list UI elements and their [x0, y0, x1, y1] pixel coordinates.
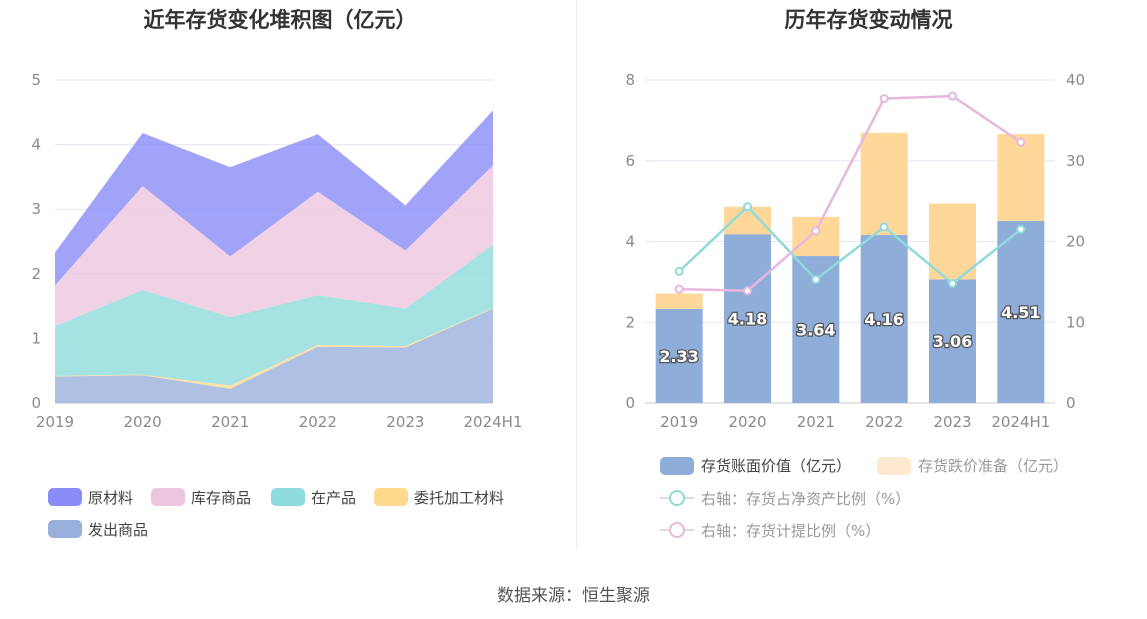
bar-data-label: 3.64	[796, 321, 835, 340]
bar-data-label: 4.16	[864, 310, 903, 329]
bar-line-chart: 0 2 4 6 8 0 10 20 30 40 2019 2020 2021 2022 2023 2024H1…	[625, 71, 1085, 540]
legend-marker	[669, 490, 685, 506]
bar-book-value	[860, 235, 908, 403]
legend-swatch	[48, 488, 82, 506]
x-tick-label: 2020	[728, 413, 766, 431]
legend-label: 委托加工材料	[414, 489, 504, 507]
line-point	[879, 94, 889, 104]
legend-label: 库存商品	[191, 489, 251, 507]
legend-label: 存货账面价值（亿元）	[701, 457, 851, 475]
y-tick-label: 0	[31, 394, 41, 412]
chart-divider	[576, 0, 577, 550]
area-series-库存商品	[55, 165, 493, 327]
y-tick-label: 2	[625, 313, 635, 331]
legend-label: 在产品	[311, 489, 356, 507]
legend-marker	[669, 522, 685, 538]
legend-swatch	[660, 457, 694, 475]
area-series-发出商品	[55, 308, 493, 403]
bar-book-value	[724, 234, 771, 403]
x-tick-label: 2021	[797, 413, 835, 431]
line-point	[1016, 137, 1026, 147]
y2-tick-label: 30	[1066, 152, 1085, 170]
x-tick-label: 2023	[933, 413, 971, 431]
x-tick-label: 2022	[299, 413, 337, 431]
line-point	[879, 222, 889, 232]
left-chart-title: 近年存货变化堆积图（亿元）	[143, 8, 417, 32]
x-tick-label: 2022	[865, 413, 903, 431]
y2-tick-label: 0	[1066, 394, 1076, 412]
bar-impairment	[860, 132, 908, 236]
legend-swatch	[877, 457, 911, 475]
legend-swatch	[374, 488, 408, 506]
line-point	[1016, 224, 1026, 234]
bar-impairment	[792, 216, 840, 257]
x-tick-label: 2024H1	[991, 413, 1050, 431]
legend-label: 右轴：存货计提比例（%）	[701, 522, 880, 540]
line-point	[811, 226, 821, 236]
bar-impairment	[929, 203, 976, 280]
line-point	[743, 286, 752, 296]
line-point	[948, 91, 957, 101]
line-point	[948, 278, 957, 288]
legend-label: 存货跌价准备（亿元）	[918, 457, 1068, 475]
line-point	[674, 266, 684, 276]
bar-book-value	[997, 220, 1045, 403]
y-tick-label: 4	[31, 136, 41, 154]
legend-label: 右轴：存货占净资产比例（%）	[701, 490, 910, 508]
y-tick-label: 5	[31, 71, 41, 89]
bar-book-value	[929, 279, 976, 403]
x-tick-label: 2019	[660, 413, 698, 431]
area-chart: 0 1 2 3 4 5 2019 2020 2021 2022 2023 2024H1 原材料 库存商品 在…	[31, 71, 522, 539]
line-series	[678, 205, 1022, 286]
y-tick-label: 0	[625, 394, 635, 412]
line-point	[674, 284, 684, 294]
bar-data-label: 2.33	[659, 347, 698, 366]
bar-book-value	[655, 308, 703, 403]
area-series-在产品	[55, 244, 493, 386]
x-tick-label: 2020	[124, 413, 162, 431]
y-tick-label: 1	[31, 329, 41, 347]
y-tick-label: 8	[625, 71, 635, 89]
x-tick-label: 2023	[386, 413, 424, 431]
legend-swatch	[151, 488, 185, 506]
y-tick-label: 2	[31, 265, 41, 283]
line-series	[679, 94, 1022, 293]
x-tick-label: 2021	[211, 413, 249, 431]
x-tick-label: 2024H1	[464, 413, 523, 431]
legend-label: 发出商品	[88, 521, 148, 539]
line-point	[743, 202, 752, 212]
data-source-note: 数据来源：恒生聚源	[497, 586, 650, 606]
y2-tick-label: 20	[1066, 233, 1085, 251]
y-tick-label: 4	[625, 233, 635, 251]
bar-impairment	[655, 293, 703, 309]
y-tick-label: 3	[31, 200, 41, 218]
x-tick-label: 2019	[36, 413, 74, 431]
bar-data-label: 4.18	[728, 310, 767, 329]
legend-label: 原材料	[88, 489, 133, 507]
right-chart-title: 历年存货变动情况	[784, 8, 953, 32]
legend-swatch	[271, 488, 305, 506]
bar-data-label: 4.51	[1001, 303, 1040, 322]
y2-tick-label: 40	[1066, 71, 1085, 89]
y2-tick-label: 10	[1066, 313, 1085, 331]
area-series-原材料	[55, 110, 493, 286]
legend-swatch	[48, 520, 82, 538]
bar-data-label: 3.06	[933, 332, 972, 351]
y-tick-label: 6	[625, 152, 635, 170]
bar-impairment	[997, 134, 1045, 221]
line-point	[811, 274, 821, 284]
